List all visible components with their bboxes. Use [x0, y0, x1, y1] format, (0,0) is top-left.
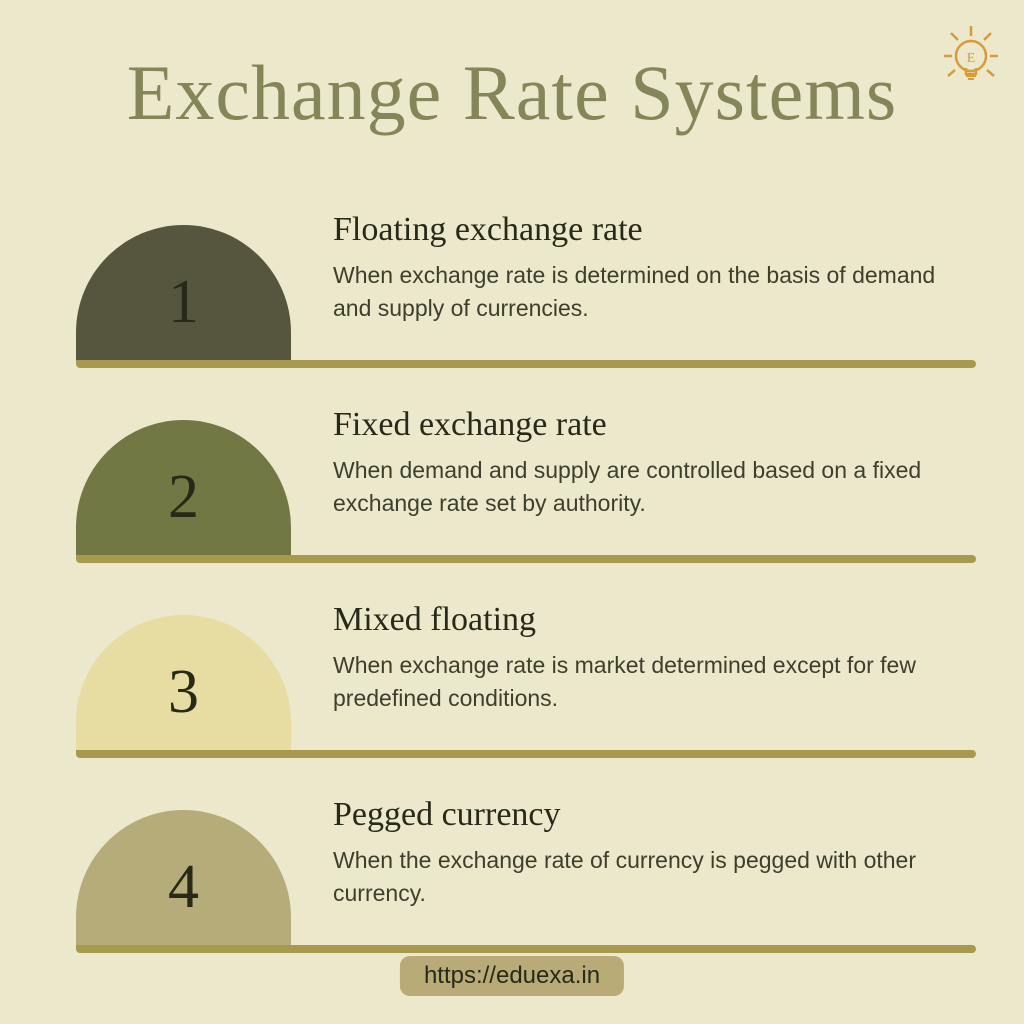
svg-text:E: E — [967, 51, 976, 66]
dome-number-1: 1 — [168, 267, 199, 338]
item-desc-2: When demand and supply are controlled ba… — [333, 454, 966, 521]
dome-number-4: 4 — [168, 852, 199, 923]
dome-4: 4 — [76, 810, 291, 945]
item-title-4: Pegged currency — [333, 796, 966, 834]
item-title-1: Floating exchange rate — [333, 211, 966, 249]
dome-number-3: 3 — [168, 657, 199, 728]
item-title-3: Mixed floating — [333, 601, 966, 639]
page-title: Exchange Rate Systems — [0, 0, 1024, 138]
item-row-4: 4 Pegged currency When the exchange rate… — [48, 778, 976, 953]
underline-3 — [76, 750, 976, 758]
item-title-2: Fixed exchange rate — [333, 406, 966, 444]
item-row-1: 1 Floating exchange rate When exchange r… — [48, 193, 976, 368]
item-desc-4: When the exchange rate of currency is pe… — [333, 844, 966, 911]
dome-number-2: 2 — [168, 462, 199, 533]
text-block-2: Fixed exchange rate When demand and supp… — [333, 406, 966, 521]
lightbulb-icon: E — [936, 18, 1006, 88]
dome-3: 3 — [76, 615, 291, 750]
item-desc-3: When exchange rate is market determined … — [333, 649, 966, 716]
text-block-1: Floating exchange rate When exchange rat… — [333, 211, 966, 326]
underline-4 — [76, 945, 976, 953]
items-container: 1 Floating exchange rate When exchange r… — [0, 193, 1024, 953]
item-row-3: 3 Mixed floating When exchange rate is m… — [48, 583, 976, 758]
dome-2: 2 — [76, 420, 291, 555]
text-block-4: Pegged currency When the exchange rate o… — [333, 796, 966, 911]
item-row-2: 2 Fixed exchange rate When demand and su… — [48, 388, 976, 563]
dome-1: 1 — [76, 225, 291, 360]
item-desc-1: When exchange rate is determined on the … — [333, 259, 966, 326]
underline-2 — [76, 555, 976, 563]
underline-1 — [76, 360, 976, 368]
text-block-3: Mixed floating When exchange rate is mar… — [333, 601, 966, 716]
footer-url: https://eduexa.in — [400, 956, 624, 996]
